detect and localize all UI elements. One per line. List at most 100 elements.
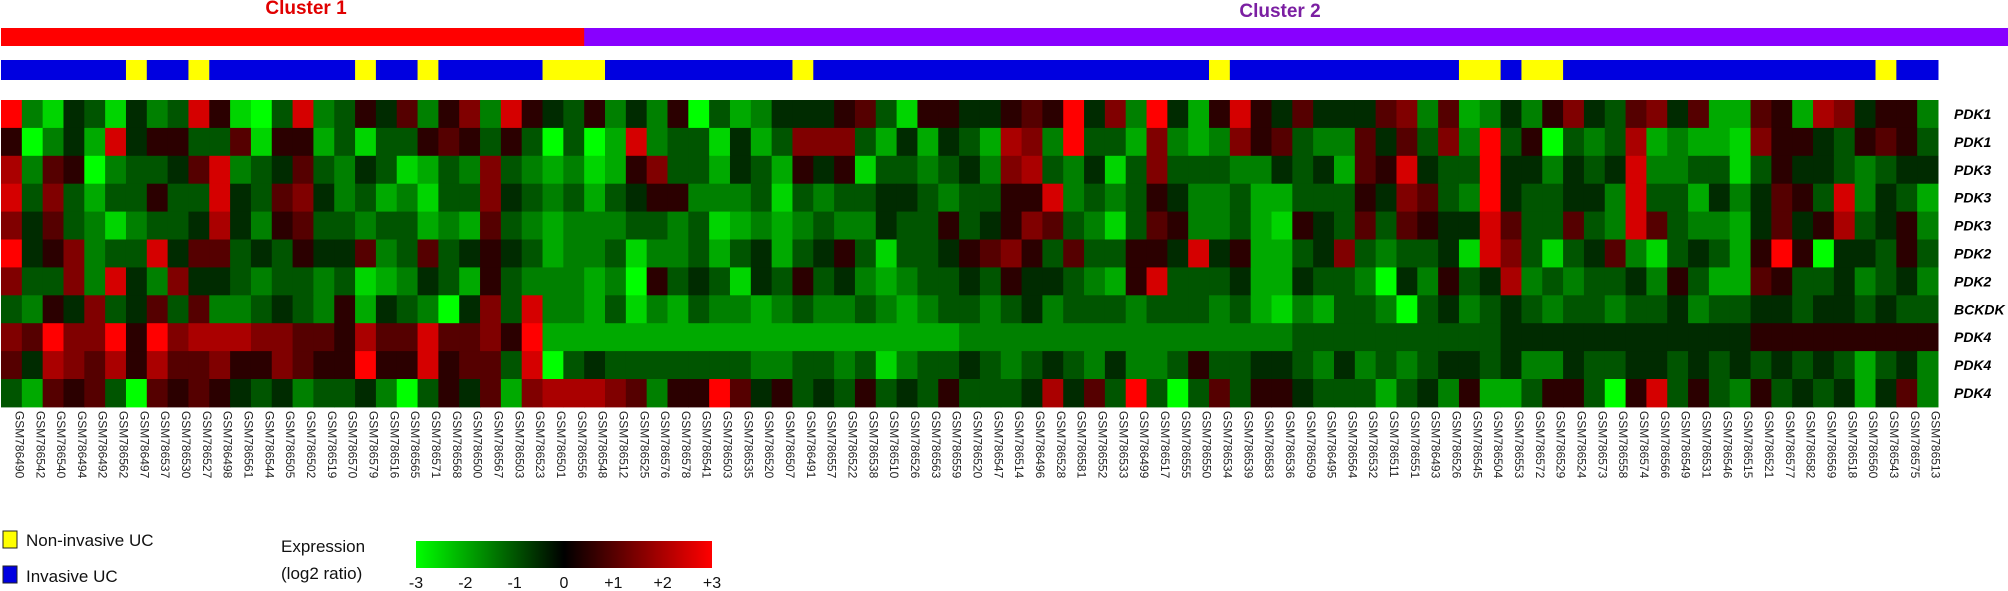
sample-type-cell (125, 60, 148, 80)
heatmap-cell (1021, 239, 1043, 268)
heatmap-cell (1354, 127, 1377, 157)
heatmap-cell (1084, 239, 1106, 268)
heatmap-cell (1854, 155, 1877, 185)
heatmap-cell (1084, 323, 1106, 352)
heatmap-cell (1854, 267, 1877, 296)
heatmap-cell (1458, 155, 1481, 185)
heatmap-cell (1167, 323, 1189, 352)
heatmap-cell (1250, 155, 1273, 185)
heatmap-cell (42, 127, 64, 157)
heatmap-cell (1188, 239, 1210, 268)
sample-label: GSM786526 (908, 411, 922, 479)
sample-label: GSM786573 (1595, 411, 1609, 479)
heatmap-cell (521, 183, 544, 213)
heatmap-cell (1125, 100, 1148, 129)
heatmap-cell (1104, 379, 1127, 408)
heatmap-cell (84, 211, 106, 240)
heatmap-cell (63, 211, 85, 240)
heatmap-cell (1375, 127, 1397, 157)
heatmap-cell (1188, 183, 1210, 213)
sample-type-cell (1354, 60, 1377, 80)
heatmap-cell (1438, 100, 1460, 129)
heatmap-cell (1625, 155, 1647, 185)
heatmap-cell (917, 295, 939, 324)
heatmap-cell (1604, 267, 1627, 296)
heatmap-cell (1229, 379, 1252, 408)
sample-type-cell (1292, 60, 1314, 80)
heatmap-cell (1063, 351, 1085, 380)
heatmap-cell (1042, 183, 1064, 213)
heatmap-cell (1854, 351, 1877, 380)
heatmap-cell (521, 295, 544, 324)
heatmap-cell (688, 323, 710, 352)
heatmap-cell (1271, 379, 1293, 408)
heatmap-cell (1667, 239, 1689, 268)
heatmap-cell (1292, 239, 1314, 268)
heatmap-cell (1417, 127, 1439, 157)
heatmap-cell (854, 295, 877, 324)
heatmap-cell (1625, 127, 1647, 157)
heatmap-cell (230, 351, 252, 380)
heatmap-cell (646, 127, 668, 157)
heatmap-cell (292, 351, 314, 380)
heatmap-cell (1771, 183, 1793, 213)
sample-labels: GSM786490 GSM786542 GSM786540 GSM786494 GSM7… (12, 411, 1942, 479)
heatmap-cell (1917, 267, 1939, 296)
sample-label: GSM786570 (346, 411, 360, 479)
heatmap-cell (959, 100, 981, 129)
heatmap-cell (1729, 351, 1752, 380)
heatmap-cell (480, 323, 502, 352)
sample-label: GSM786505 (283, 411, 297, 479)
heatmap-cell (1667, 155, 1689, 185)
heatmap-cell (396, 183, 419, 213)
heatmap-cell (729, 183, 752, 213)
heatmap-cell (605, 323, 627, 352)
sample-type-cell (1521, 60, 1543, 80)
heatmap-cell (813, 155, 835, 185)
sample-label: GSM786511 (1387, 411, 1401, 478)
heatmap-cell (1458, 127, 1481, 157)
heatmap-cell (1604, 323, 1627, 352)
heatmap-cell (1896, 351, 1918, 380)
heatmap-cell (459, 379, 481, 408)
heatmap-cell (584, 239, 606, 268)
heatmap-cell (1042, 267, 1064, 296)
heatmap-cell (1479, 267, 1502, 296)
heatmap-cell (959, 267, 981, 296)
heatmap-cell (1542, 127, 1564, 157)
heatmap-cell (854, 100, 877, 129)
heatmap-cell (1875, 379, 1897, 408)
heatmap-cell (1313, 155, 1335, 185)
heatmap-cell (625, 155, 648, 185)
heatmap-cell (1125, 211, 1148, 240)
heatmap-cell (355, 211, 377, 240)
heatmap-cell (1333, 155, 1356, 185)
heatmap-cell (1417, 295, 1439, 324)
heatmap-cell (1417, 211, 1439, 240)
heatmap-cell (1813, 100, 1835, 129)
sample-type-cell (854, 60, 877, 80)
heatmap-cell (1000, 239, 1023, 268)
heatmap-cell (709, 100, 731, 129)
sample-label: GSM786516 (387, 411, 401, 479)
heatmap-cell (625, 239, 648, 268)
heatmap-cell (417, 100, 439, 129)
heatmap-cell (917, 323, 939, 352)
heatmap-cell (646, 100, 668, 129)
sample-label: GSM786540 (54, 411, 68, 479)
heatmap-cell (521, 351, 544, 380)
heatmap-cell (875, 211, 898, 240)
heatmap-cell (334, 183, 356, 213)
sample-label: GSM786561 (242, 411, 256, 479)
heatmap-cell (625, 323, 648, 352)
heatmap-cell (834, 211, 856, 240)
sample-label: GSM786556 (575, 411, 589, 479)
heatmap-cell (584, 127, 606, 157)
heatmap-cell (813, 183, 835, 213)
heatmap-cell (355, 379, 377, 408)
heatmap-cell (771, 211, 793, 240)
heatmap-cell (1458, 211, 1481, 240)
heatmap-cell (1813, 211, 1835, 240)
sample-label: GSM786560 (1866, 411, 1880, 479)
